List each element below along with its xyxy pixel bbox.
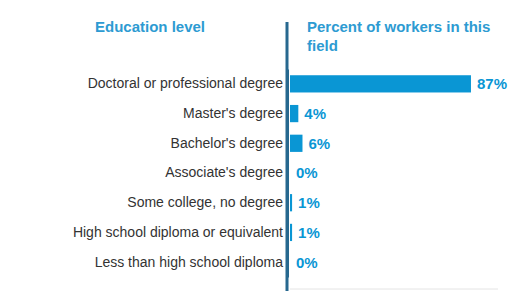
data-label: 1% bbox=[298, 194, 320, 211]
y-tick: Doctoral or professional degree bbox=[88, 75, 287, 91]
y-tick: Less than high school diploma bbox=[95, 254, 287, 270]
chart: Education level Percent of workers in thi… bbox=[0, 0, 525, 303]
y-tick: Master's degree bbox=[183, 105, 287, 121]
x-axis-title: Percent of workers in thisfield bbox=[307, 18, 490, 54]
y-axis: Doctoral or professional degree Master's … bbox=[73, 70, 288, 278]
y-tick-label: Associate's degree bbox=[165, 164, 283, 180]
x-axis-line bbox=[290, 289, 498, 290]
data-labels: 87% 4% 6% 0% 1% 1% 0% bbox=[296, 75, 507, 270]
y-tick: Associate's degree bbox=[165, 164, 287, 180]
y-tick: High school diploma or equivalent bbox=[73, 224, 287, 240]
y-tick-label: Doctoral or professional degree bbox=[88, 75, 284, 91]
bar bbox=[290, 164, 291, 181]
bar bbox=[290, 75, 471, 92]
bar bbox=[290, 194, 292, 211]
divider bbox=[286, 22, 289, 291]
y-tick: Bachelor's degree bbox=[171, 135, 287, 151]
bar bbox=[290, 105, 298, 122]
bar bbox=[290, 135, 302, 152]
y-tick-label: Some college, no degree bbox=[127, 194, 283, 210]
bars bbox=[290, 75, 471, 241]
data-label: 0% bbox=[296, 254, 318, 271]
bar bbox=[290, 224, 292, 241]
y-tick-label: Less than high school diploma bbox=[95, 254, 284, 270]
y-tick-label: Bachelor's degree bbox=[171, 135, 284, 151]
data-label: 0% bbox=[296, 164, 318, 181]
data-label: 87% bbox=[477, 75, 507, 92]
data-label: 6% bbox=[308, 135, 330, 152]
y-tick-label: High school diploma or equivalent bbox=[73, 224, 283, 240]
y-tick-label: Master's degree bbox=[183, 105, 283, 121]
y-tick: Some college, no degree bbox=[127, 194, 287, 210]
data-label: 1% bbox=[298, 224, 320, 241]
y-axis-title: Education level bbox=[95, 18, 205, 35]
data-label: 4% bbox=[304, 105, 326, 122]
bar bbox=[290, 254, 291, 271]
